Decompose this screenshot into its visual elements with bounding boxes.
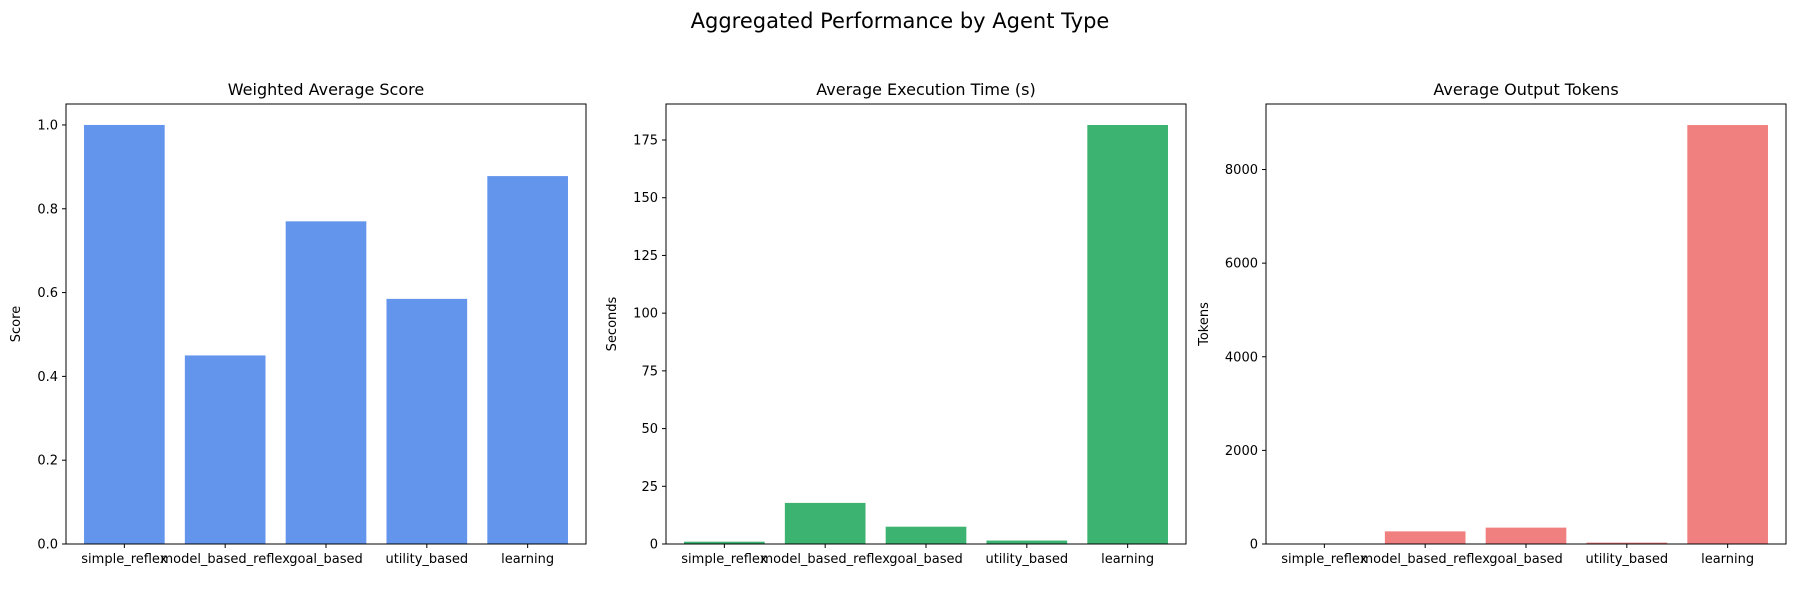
y-tick-label: 4000 xyxy=(1225,350,1258,365)
bar-goal-based xyxy=(1485,527,1567,544)
x-tick-label: goal_based xyxy=(289,552,363,567)
bar-utility-based xyxy=(986,540,1068,544)
y-tick-label: 0.6 xyxy=(37,286,58,301)
x-tick-label: utility_based xyxy=(985,552,1068,567)
y-tick-label: 50 xyxy=(641,422,658,437)
y-tick-label: 0.8 xyxy=(37,202,58,217)
y-tick-label: 0 xyxy=(650,538,658,553)
bar-utility-based xyxy=(1586,542,1668,544)
y-tick-label: 0.4 xyxy=(37,370,58,385)
axes-title: Weighted Average Score xyxy=(228,80,424,99)
x-tick-label: goal_based xyxy=(1489,552,1563,567)
y-tick-label: 175 xyxy=(633,134,658,149)
y-tick-label: 75 xyxy=(641,364,658,379)
figure-suptitle: Aggregated Performance by Agent Type xyxy=(691,9,1110,33)
y-tick-label: 8000 xyxy=(1225,163,1258,178)
y-tick-label: 6000 xyxy=(1225,257,1258,272)
chart-panel-1: 0.0 0.2 0.4 0.6 0.8 1.0 simple_reflexmodel_bas… xyxy=(9,80,587,567)
x-tick-label: model_based_reflex xyxy=(160,552,290,567)
chart-panel-2: 0 25 50 75 100 125 150 175 simple_reflexmodel_ba… xyxy=(605,80,1187,567)
x-tick-label: model_based_reflex xyxy=(760,552,890,567)
x-tick-label: learning xyxy=(501,552,554,567)
axes-title: Average Output Tokens xyxy=(1433,80,1618,99)
bar-learning xyxy=(487,176,568,544)
x-tick-label: learning xyxy=(1701,552,1754,567)
y-tick-label: 1.0 xyxy=(37,118,58,133)
bar-goal-based xyxy=(885,526,967,544)
x-tick-label: goal_based xyxy=(889,552,963,567)
axes-title: Average Execution Time (s) xyxy=(816,80,1035,99)
chart-panels: 0.00.20.40.60.81.0simple_reflexmodel_bas… xyxy=(9,80,1787,567)
bar-learning xyxy=(1087,125,1168,544)
y-tick-label: 25 xyxy=(641,480,658,495)
x-tick-label: utility_based xyxy=(1585,552,1668,567)
y-axis-label: Score xyxy=(9,306,24,342)
y-tick-label: 0.0 xyxy=(37,538,58,553)
x-tick-label: utility_based xyxy=(385,552,468,567)
x-tick-label: simple_reflex xyxy=(81,552,167,567)
x-tick-label: simple_reflex xyxy=(681,552,767,567)
x-tick-label: learning xyxy=(1101,552,1154,567)
chart-panel-3: 0 2000 4000 6000 8000 simple_reflexmodel_base… xyxy=(1197,80,1787,567)
y-axis-label: Tokens xyxy=(1197,302,1212,347)
bar-model-based-reflex xyxy=(184,355,266,544)
y-tick-label: 100 xyxy=(633,307,658,322)
bar-simple-reflex xyxy=(684,541,765,544)
bar-utility-based xyxy=(386,298,468,544)
bar-simple-reflex xyxy=(84,124,165,544)
bar-goal-based xyxy=(285,221,367,544)
x-tick-label: simple_reflex xyxy=(1281,552,1367,567)
y-tick-label: 0 xyxy=(1250,538,1258,553)
y-tick-label: 150 xyxy=(633,191,658,206)
y-tick-label: 125 xyxy=(633,249,658,264)
y-tick-label: 2000 xyxy=(1225,444,1258,459)
bar-learning xyxy=(1687,125,1768,544)
x-tick-label: model_based_reflex xyxy=(1360,552,1490,567)
bar-model-based-reflex xyxy=(784,502,866,544)
bar-model-based-reflex xyxy=(1384,531,1466,544)
y-axis-label: Seconds xyxy=(605,296,620,351)
y-tick-label: 0.2 xyxy=(37,454,58,469)
